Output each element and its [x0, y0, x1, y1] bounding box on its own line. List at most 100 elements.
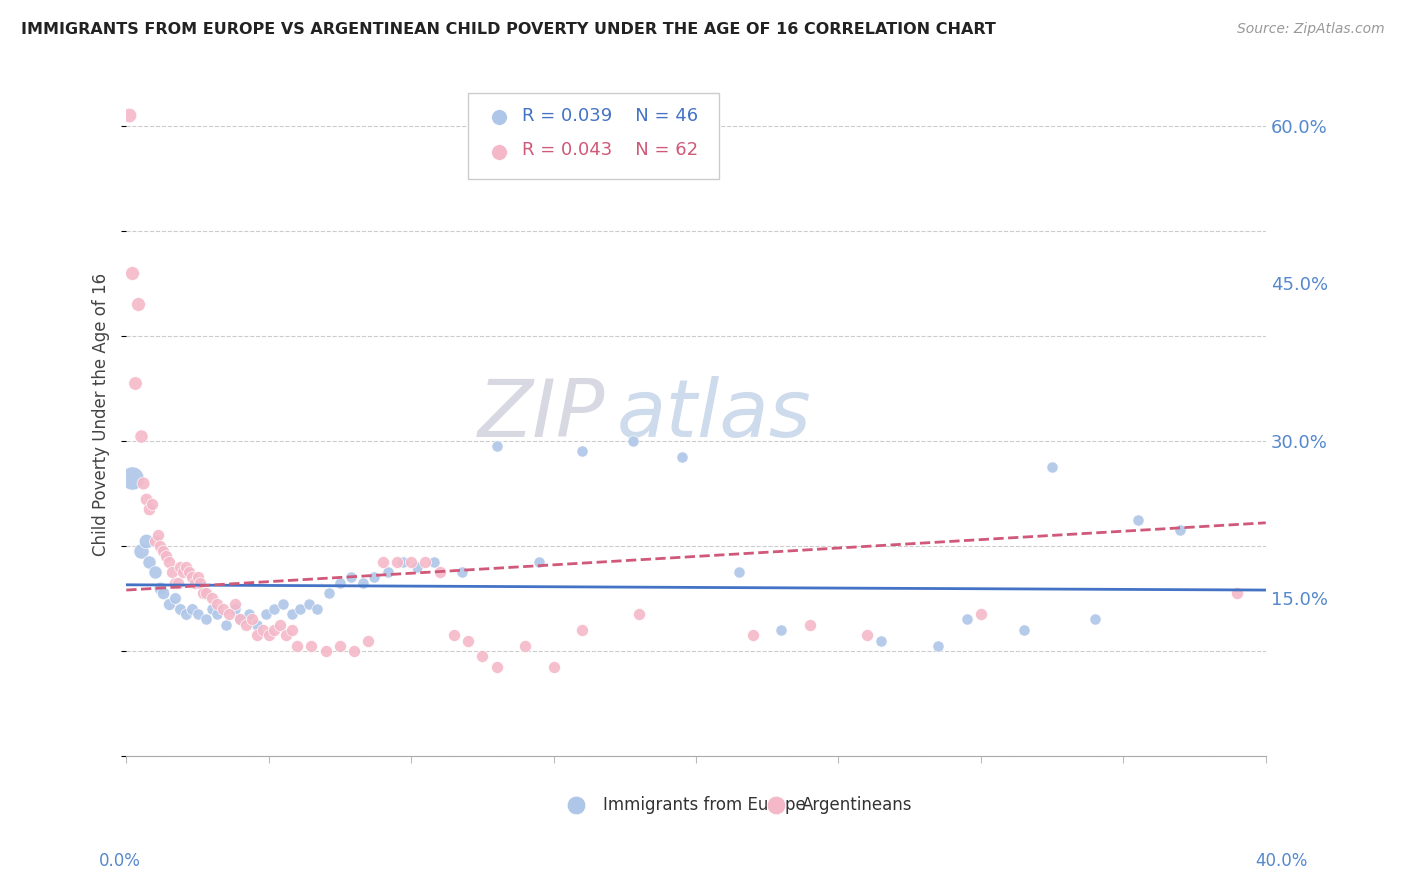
Point: [129, 544, 152, 558]
Text: R = 0.039    N = 46: R = 0.039 N = 46: [522, 107, 697, 125]
Point: [127, 297, 149, 311]
Point: [343, 644, 366, 658]
Text: IMMIGRANTS FROM EUROPE VS ARGENTINEAN CHILD POVERTY UNDER THE AGE OF 16 CORRELAT: IMMIGRANTS FROM EUROPE VS ARGENTINEAN CH…: [21, 22, 995, 37]
Point: [157, 555, 180, 569]
Point: [138, 502, 160, 516]
Point: [118, 108, 141, 122]
Point: [146, 528, 169, 542]
Point: [457, 633, 479, 648]
Point: [280, 623, 302, 637]
Point: [177, 565, 200, 579]
Point: [172, 565, 194, 579]
Point: [571, 623, 593, 637]
Point: [571, 444, 593, 458]
Point: [229, 612, 252, 626]
Point: [224, 602, 246, 616]
Text: Source: ZipAtlas.com: Source: ZipAtlas.com: [1237, 22, 1385, 37]
Text: 40.0%: 40.0%: [1256, 852, 1308, 870]
Point: [135, 491, 157, 506]
Point: [429, 565, 451, 579]
Point: [770, 623, 793, 637]
Point: [288, 602, 311, 616]
Point: [121, 470, 143, 484]
Point: [207, 607, 229, 622]
Text: Immigrants from Europe: Immigrants from Europe: [603, 797, 806, 814]
Point: [621, 434, 644, 448]
Point: [195, 612, 218, 626]
Point: [246, 617, 269, 632]
Point: [121, 266, 143, 280]
Point: [135, 533, 157, 548]
Point: [927, 639, 949, 653]
Point: [956, 612, 979, 626]
Text: atlas: atlas: [616, 376, 811, 453]
Point: [224, 597, 246, 611]
Point: [186, 570, 208, 584]
Point: [970, 607, 993, 622]
Point: [371, 555, 394, 569]
Point: [163, 575, 186, 590]
Point: [149, 539, 172, 553]
Point: [141, 497, 163, 511]
Point: [485, 439, 508, 453]
Point: [799, 617, 821, 632]
Point: [207, 597, 229, 611]
FancyBboxPatch shape: [468, 94, 718, 179]
Point: [218, 607, 240, 622]
Point: [727, 565, 749, 579]
Point: [240, 612, 263, 626]
Point: [143, 533, 166, 548]
Point: [263, 602, 285, 616]
Point: [870, 633, 893, 648]
Text: 0.0%: 0.0%: [98, 852, 141, 870]
Point: [543, 660, 565, 674]
Point: [235, 617, 257, 632]
Point: [157, 597, 180, 611]
Point: [385, 555, 408, 569]
Point: [274, 628, 297, 642]
Point: [160, 565, 183, 579]
Point: [742, 628, 765, 642]
Point: [190, 575, 212, 590]
Y-axis label: Child Poverty Under the Age of 16: Child Poverty Under the Age of 16: [93, 273, 110, 556]
Point: [307, 602, 329, 616]
Point: [443, 628, 465, 642]
Point: [238, 607, 260, 622]
Point: [1084, 612, 1107, 626]
Point: [229, 612, 252, 626]
Point: [315, 644, 337, 658]
Point: [180, 570, 202, 584]
Text: ZIP: ZIP: [478, 376, 605, 453]
Point: [254, 607, 277, 622]
Point: [671, 450, 693, 464]
Point: [169, 560, 191, 574]
Point: [377, 565, 399, 579]
Point: [405, 560, 427, 574]
Point: [513, 639, 536, 653]
Point: [352, 575, 374, 590]
Point: [628, 607, 651, 622]
Point: [301, 639, 323, 653]
Point: [271, 597, 294, 611]
Point: [129, 428, 152, 442]
Point: [340, 570, 363, 584]
Point: [1012, 623, 1035, 637]
Point: [856, 628, 879, 642]
Point: [124, 376, 146, 390]
Point: [529, 555, 551, 569]
Point: [1240, 824, 1263, 838]
Point: [163, 591, 186, 606]
Point: [174, 607, 197, 622]
Point: [174, 560, 197, 574]
Point: [318, 586, 340, 600]
Point: [252, 623, 274, 637]
Point: [186, 607, 208, 622]
Point: [415, 555, 437, 569]
Point: [1040, 460, 1063, 475]
Point: [471, 649, 494, 664]
Point: [329, 575, 352, 590]
Point: [152, 586, 174, 600]
Point: [132, 475, 155, 490]
Point: [423, 555, 446, 569]
Point: [212, 602, 235, 616]
